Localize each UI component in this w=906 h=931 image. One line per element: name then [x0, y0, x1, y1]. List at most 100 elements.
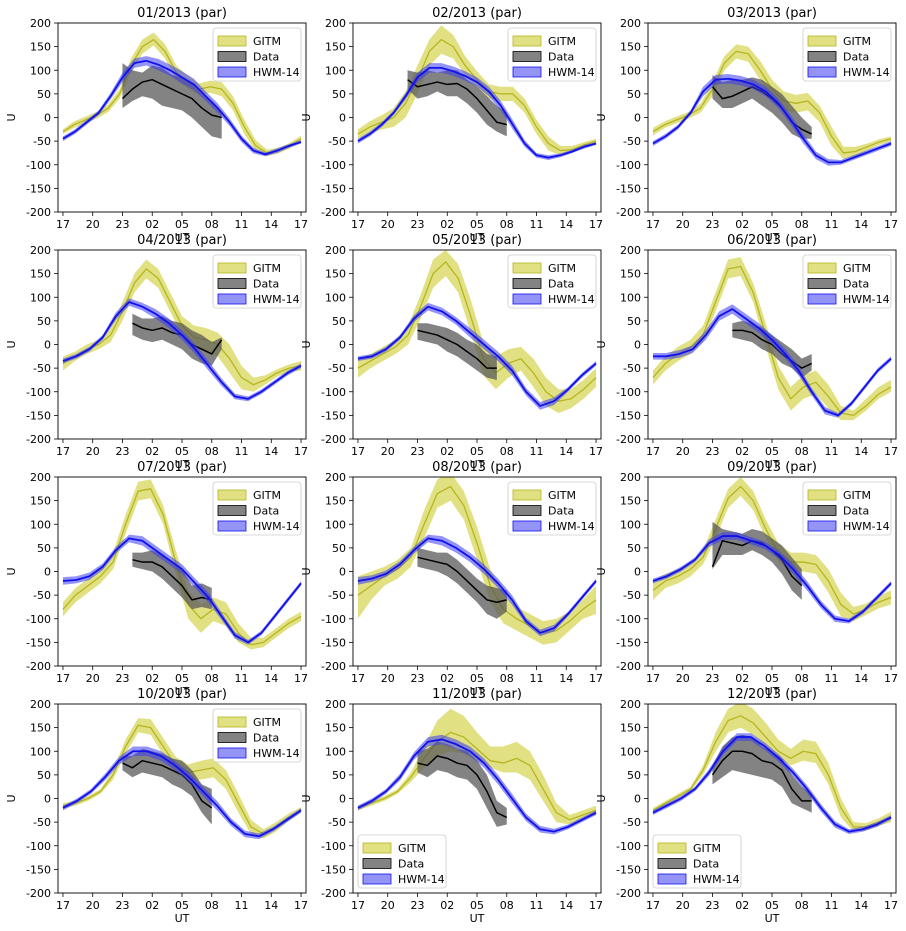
- y-tick-label: -150: [26, 636, 51, 649]
- legend: GITM Data HWM-14: [507, 254, 597, 309]
- legend: GITM Data HWM-14: [652, 834, 742, 889]
- legend-swatch: [807, 489, 837, 501]
- hwm-band: [62, 56, 302, 157]
- legend-swatch: [217, 51, 247, 62]
- panel-1: -200 -150 -100 -50 0 50 100 150 200 17 20 23 02 05 08 1…: [5, 6, 308, 244]
- x-tick-label: 23: [115, 218, 129, 231]
- y-tick-label: 50: [37, 769, 51, 782]
- x-axis-label: UT: [175, 912, 190, 925]
- hwm-line: [652, 736, 892, 833]
- legend-label: GITM: [253, 716, 281, 729]
- legend-label: Data: [548, 278, 574, 291]
- x-tick-label: 08: [205, 445, 219, 458]
- legend-label: GITM: [843, 35, 871, 48]
- y-tick-label: 100: [325, 745, 346, 758]
- plot-area: [62, 259, 302, 402]
- x-tick-label: 17: [56, 218, 70, 231]
- y-tick-label: -100: [26, 159, 51, 172]
- panel-6: -200 -150 -100 -50 0 50 100 150 200 17 20 23 02 05 08 1…: [595, 233, 898, 471]
- x-tick-label: 14: [854, 899, 868, 912]
- x-tick-label: 05: [175, 445, 189, 458]
- x-tick-label: 08: [500, 218, 514, 231]
- panel-title: 01/2013 (par): [137, 6, 227, 21]
- y-tick-label: -100: [616, 613, 641, 626]
- x-tick-label: 14: [854, 672, 868, 685]
- panel-5: -200 -150 -100 -50 0 50 100 150 200 17 20 23 02 05 08 1…: [300, 233, 603, 471]
- plot-area: [652, 704, 892, 834]
- x-tick-label: 20: [86, 672, 100, 685]
- panel-8: -200 -150 -100 -50 0 50 100 150 200 17 20 23 02 05 08 1…: [300, 460, 603, 698]
- y-tick-label: 200: [30, 17, 51, 30]
- legend-label: Data: [253, 505, 279, 518]
- legend-swatch: [217, 66, 247, 78]
- legend: GITM Data HWM-14: [357, 834, 447, 889]
- x-tick-label: 02: [440, 445, 454, 458]
- x-tick-label: 14: [264, 445, 278, 458]
- x-tick-label: 17: [646, 899, 660, 912]
- legend-swatch: [217, 716, 247, 728]
- x-tick-label: 02: [440, 672, 454, 685]
- legend-label: HWM-14: [253, 66, 300, 79]
- x-tick-label: 11: [235, 445, 249, 458]
- legend-label: GITM: [843, 262, 871, 275]
- y-tick-label: 100: [620, 745, 641, 758]
- x-tick-label: 20: [381, 218, 395, 231]
- y-tick-label: -50: [328, 816, 346, 829]
- x-tick-label: 08: [205, 672, 219, 685]
- y-tick-label: 150: [620, 268, 641, 281]
- legend-swatch: [657, 858, 687, 869]
- x-tick-label: 11: [235, 672, 249, 685]
- y-tick-label: 100: [325, 64, 346, 77]
- panel-12: -200 -150 -100 -50 0 50 100 150 200 17 20 23 02 05 08 1…: [595, 687, 898, 925]
- x-tick-label: 08: [500, 445, 514, 458]
- y-tick-label: 0: [339, 793, 346, 806]
- legend-swatch: [807, 520, 837, 532]
- x-axis-label: UT: [765, 231, 780, 244]
- legend-label: GITM: [548, 262, 576, 275]
- panel-7: -200 -150 -100 -50 0 50 100 150 200 17 20 23 02 05 08 1…: [5, 460, 308, 698]
- x-tick-label: 23: [410, 672, 424, 685]
- y-tick-label: -100: [321, 840, 346, 853]
- x-tick-label: 05: [175, 218, 189, 231]
- x-tick-label: 08: [795, 899, 809, 912]
- legend-label: Data: [398, 858, 424, 871]
- legend-swatch: [217, 489, 247, 501]
- y-tick-label: 150: [325, 722, 346, 735]
- legend-swatch: [807, 262, 837, 274]
- y-tick-label: 150: [30, 41, 51, 54]
- y-tick-label: 50: [627, 769, 641, 782]
- data-line: [417, 556, 507, 603]
- x-tick-label: 17: [884, 445, 898, 458]
- x-tick-label: 17: [294, 672, 308, 685]
- x-tick-label: 02: [145, 899, 159, 912]
- legend-label: HWM-14: [843, 66, 890, 79]
- x-tick-label: 11: [530, 672, 544, 685]
- x-axis-label: UT: [175, 231, 190, 244]
- y-tick-label: -100: [616, 386, 641, 399]
- y-tick-label: 200: [620, 244, 641, 257]
- legend-swatch: [512, 293, 542, 305]
- data-band: [712, 74, 812, 139]
- y-tick-label: -200: [26, 433, 51, 446]
- x-tick-label: 11: [530, 218, 544, 231]
- legend-swatch: [657, 842, 687, 854]
- x-tick-label: 08: [500, 899, 514, 912]
- x-tick-label: 05: [765, 218, 779, 231]
- y-tick-label: 0: [634, 793, 641, 806]
- y-tick-label: 100: [620, 291, 641, 304]
- x-tick-label: 17: [351, 218, 365, 231]
- y-tick-label: 100: [325, 291, 346, 304]
- hwm-line: [62, 750, 302, 838]
- legend: GITM Data HWM-14: [212, 27, 302, 82]
- x-tick-label: 20: [381, 899, 395, 912]
- x-tick-label: 20: [381, 672, 395, 685]
- x-tick-label: 17: [56, 445, 70, 458]
- x-tick-label: 17: [646, 672, 660, 685]
- legend-swatch: [217, 747, 247, 759]
- x-tick-label: 02: [145, 218, 159, 231]
- y-tick-label: -50: [33, 816, 51, 829]
- x-tick-label: 05: [470, 445, 484, 458]
- y-tick-label: 100: [30, 745, 51, 758]
- legend-swatch: [217, 35, 247, 47]
- x-tick-label: 05: [765, 445, 779, 458]
